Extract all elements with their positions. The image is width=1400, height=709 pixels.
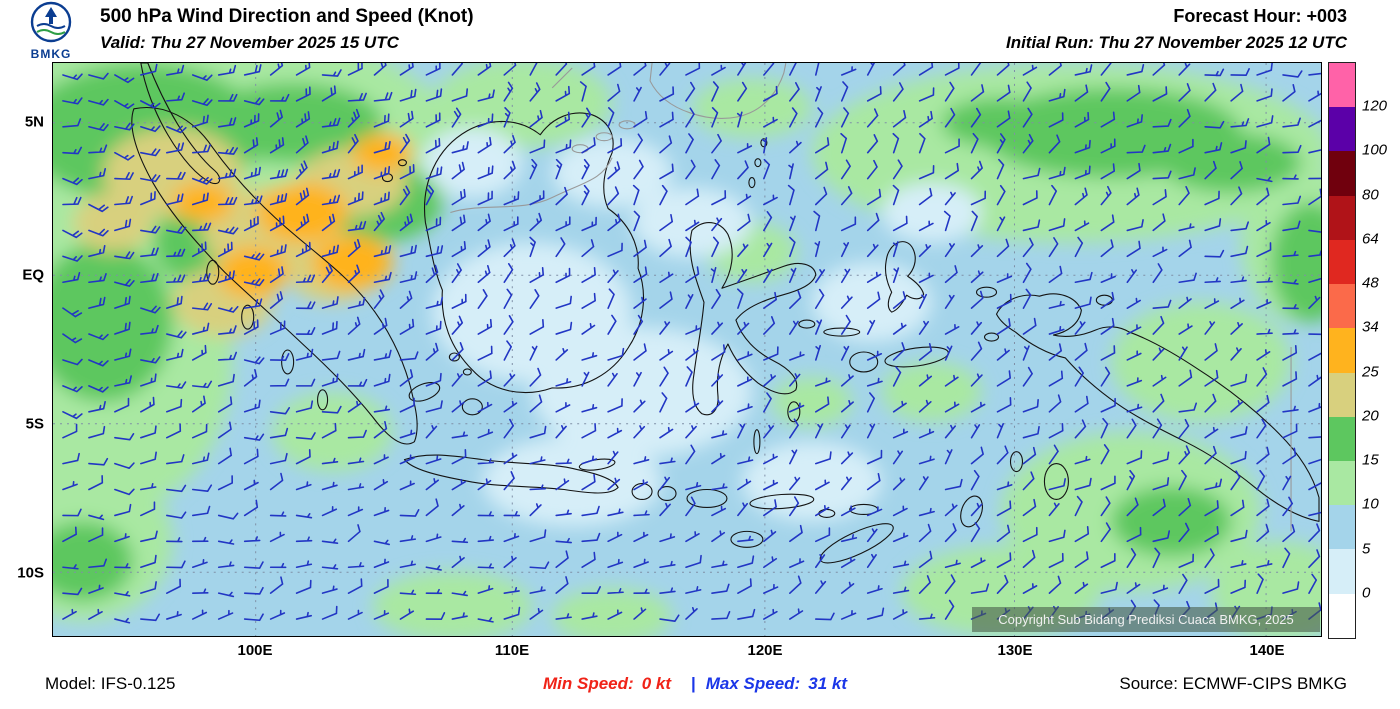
legend-color-segment (1329, 195, 1355, 240)
legend-color-segment (1329, 239, 1355, 285)
min-speed-label: Min Speed: (543, 674, 634, 693)
speed-shading-layer (53, 63, 1321, 636)
legend-color-segment (1329, 328, 1355, 373)
legend-tick-label: 0 (1362, 584, 1371, 602)
x-tick-100e: 100E (237, 642, 273, 659)
speed-summary: Min Speed: 0 kt | Max Speed: 31 kt (0, 674, 1400, 694)
legend-color-segment (1329, 372, 1355, 417)
legend-tick-label: 100 (1362, 141, 1388, 159)
legend-tick-label: 10 (1362, 495, 1379, 513)
header: BMKG 500 hPa Wind Direction and Speed (K… (0, 0, 1400, 62)
legend-tick-label: 20 (1362, 407, 1379, 425)
legend-color-segment (1329, 284, 1355, 329)
legend-color-segment (1329, 460, 1355, 506)
legend-tick-label: 48 (1362, 274, 1379, 292)
x-tick-140e: 140E (1249, 642, 1285, 659)
legend-color-segment (1329, 107, 1355, 152)
legend-tick-label: 5 (1362, 540, 1371, 558)
bmkg-logo: BMKG (14, 1, 88, 61)
copyright-overlay: Copyright Sub Bidang Prediksi Cuaca BMKG… (972, 607, 1320, 632)
page-title: 500 hPa Wind Direction and Speed (Knot) (100, 6, 474, 27)
legend-color-segment (1329, 593, 1355, 638)
wind-map-plot: Copyright Sub Bidang Prediksi Cuaca BMKG… (52, 62, 1322, 637)
speed-divider: | (690, 674, 696, 693)
map-area: 5N EQ 5S 10S (0, 62, 1400, 639)
legend-color-segment (1329, 416, 1355, 461)
x-tick-120e: 120E (747, 642, 783, 659)
min-speed-value: 0 kt (641, 674, 671, 693)
y-tick-10s: 10S (17, 564, 44, 582)
wind-map-svg (53, 63, 1321, 636)
valid-time: Valid: Thu 27 November 2025 15 UTC (100, 33, 399, 52)
y-tick-5n: 5N (24, 113, 44, 131)
x-tick-130e: 130E (997, 642, 1033, 659)
wind-barbs-path (62, 63, 1321, 624)
x-tick-110e: 110E (494, 642, 530, 659)
legend-tick-label: 15 (1362, 451, 1379, 469)
wind-speed-colorbar (1328, 62, 1356, 639)
legend-color-segment (1329, 151, 1355, 196)
legend-tick-label: 80 (1362, 186, 1379, 204)
bmkg-logo-caption: BMKG (30, 47, 72, 61)
y-tick-5s: 5S (25, 415, 44, 433)
wind-barbs-layer (62, 63, 1321, 624)
x-axis: 100E 110E 120E 130E 140E (52, 637, 1322, 665)
legend-color-segment (1329, 63, 1355, 108)
legend-color-segment (1329, 505, 1355, 550)
colorbar-labels: 120 100 80 64 48 34 25 20 15 10 5 0 (1362, 62, 1398, 637)
legend-tick-label: 34 (1362, 318, 1379, 336)
max-speed-value: 31 kt (808, 674, 847, 693)
legend-tick-label: 120 (1362, 97, 1388, 115)
initial-run: Initial Run: Thu 27 November 2025 12 UTC (1005, 33, 1347, 52)
max-speed-label: Max Speed: (705, 674, 801, 693)
footer: Model: IFS-0.125 Min Speed: 0 kt | Max Spee… (0, 665, 1400, 707)
legend-color-segment (1329, 549, 1355, 594)
coastlines (131, 63, 1320, 564)
bmkg-logo-icon (30, 1, 72, 43)
legend-tick-label: 25 (1362, 363, 1379, 381)
y-tick-eq: EQ (22, 266, 44, 284)
source-label: Source: ECMWF-CIPS BMKG (1119, 674, 1347, 693)
forecast-hour: Forecast Hour: +003 (1173, 6, 1347, 26)
legend-tick-label: 64 (1362, 230, 1379, 248)
model-label: Model: IFS-0.125 (45, 674, 176, 693)
